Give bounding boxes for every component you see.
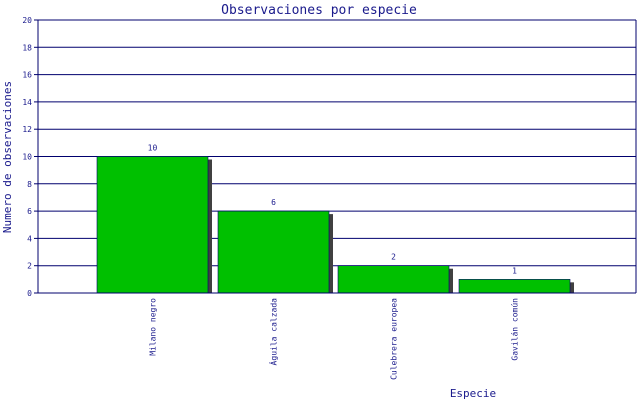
y-tick-label: 14 — [22, 98, 32, 107]
y-tick-label: 6 — [27, 207, 32, 216]
x-category-label: Águila calzada — [268, 298, 279, 366]
y-axis-title: Numero de observaciones — [1, 81, 14, 233]
bar-value-label: 2 — [391, 253, 396, 262]
y-tick-label: 20 — [22, 16, 32, 25]
bar-value-label: 10 — [148, 144, 158, 153]
bar-value-label: 6 — [271, 198, 276, 207]
bar-value-label: 1 — [512, 266, 517, 275]
x-category-label: Milano negro — [149, 298, 158, 356]
x-category-label: Culebrera europea — [390, 298, 399, 380]
y-tick-label: 16 — [22, 71, 32, 80]
y-tick-label: 2 — [27, 262, 32, 271]
y-tick-label: 10 — [22, 153, 32, 162]
y-tick-label: 18 — [22, 43, 32, 52]
y-tick-label: 12 — [22, 125, 32, 134]
y-tick-label: 4 — [27, 234, 32, 243]
bar — [217, 210, 330, 294]
bar — [96, 156, 209, 294]
x-category-label: Gavilán común — [511, 298, 520, 361]
y-tick-label: 0 — [27, 289, 32, 298]
chart-title: Observaciones por especie — [221, 3, 417, 18]
x-axis-title: Especie — [450, 387, 496, 400]
bar — [458, 279, 571, 294]
bar — [337, 265, 450, 294]
y-tick-label: 8 — [27, 180, 32, 189]
